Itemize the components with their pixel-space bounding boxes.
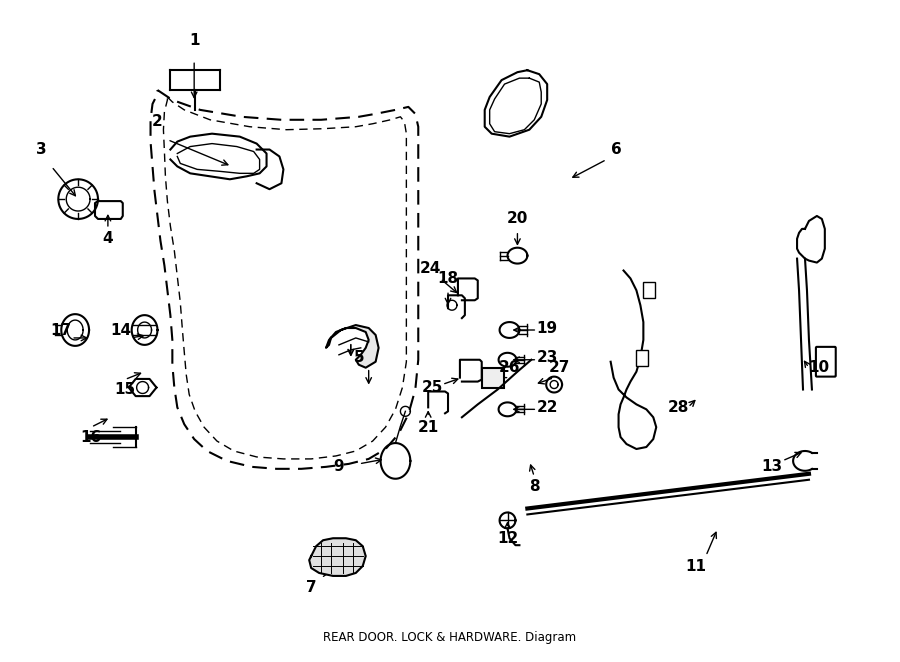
- Text: 28: 28: [668, 400, 688, 415]
- Text: 18: 18: [437, 271, 459, 286]
- Text: REAR DOOR. LOCK & HARDWARE. Diagram: REAR DOOR. LOCK & HARDWARE. Diagram: [323, 631, 577, 644]
- Text: 11: 11: [686, 559, 706, 573]
- Polygon shape: [326, 325, 379, 367]
- Text: 4: 4: [103, 231, 113, 246]
- Text: 25: 25: [421, 380, 443, 395]
- Bar: [482, 367, 503, 387]
- Text: 12: 12: [497, 531, 518, 545]
- Text: 14: 14: [110, 322, 131, 338]
- Text: 20: 20: [507, 211, 528, 226]
- Text: 3: 3: [36, 142, 47, 157]
- Text: 1: 1: [189, 33, 200, 48]
- Text: 17: 17: [50, 322, 72, 338]
- Text: 19: 19: [536, 320, 558, 336]
- Text: 9: 9: [334, 459, 345, 475]
- Text: 5: 5: [354, 350, 364, 365]
- Text: 22: 22: [536, 400, 558, 415]
- Text: 27: 27: [548, 360, 570, 375]
- Bar: [644, 283, 655, 299]
- Text: 23: 23: [536, 350, 558, 365]
- Text: 16: 16: [80, 430, 102, 445]
- Text: 24: 24: [419, 261, 441, 276]
- FancyBboxPatch shape: [816, 347, 836, 377]
- Text: 13: 13: [761, 459, 783, 475]
- Text: 7: 7: [306, 581, 317, 595]
- Text: 10: 10: [808, 360, 830, 375]
- Text: 26: 26: [499, 360, 520, 375]
- Text: 2: 2: [152, 115, 163, 129]
- Text: 6: 6: [611, 142, 622, 157]
- Text: 8: 8: [529, 479, 540, 494]
- Polygon shape: [310, 538, 365, 576]
- Text: 15: 15: [114, 382, 135, 397]
- Text: 21: 21: [418, 420, 439, 435]
- Bar: [636, 350, 648, 365]
